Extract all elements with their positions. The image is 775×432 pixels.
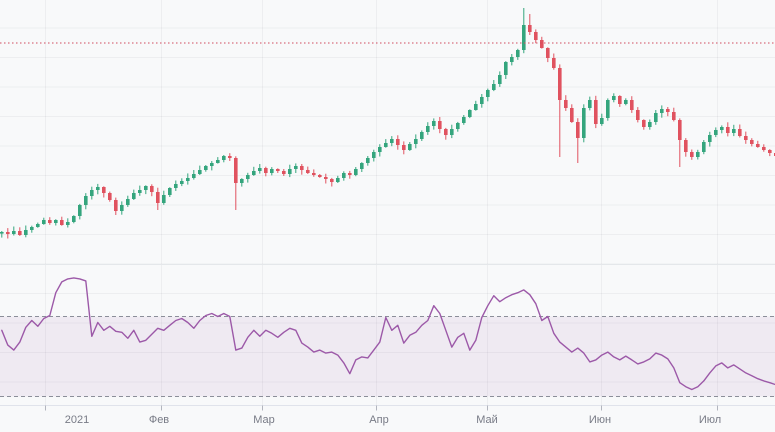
time-axis-label: Июн	[589, 414, 611, 426]
rsi-pane[interactable]	[0, 277, 775, 397]
candlestick-series[interactable]	[0, 8, 775, 239]
time-axis-label: 2021	[65, 414, 89, 426]
time-axis-label: Мар	[253, 414, 275, 426]
time-axis-ticks	[45, 405, 718, 411]
time-axis-label: Фев	[149, 414, 169, 426]
rsi-line[interactable]	[1, 277, 775, 391]
time-axis-label: Апр	[369, 414, 388, 426]
rsi-band-fill	[0, 316, 775, 397]
time-axis-label: Июл	[699, 414, 721, 426]
grid-lines	[0, 0, 775, 405]
time-axis[interactable]: 2021 Фев Мар Апр Май Июн Июл	[0, 405, 775, 427]
time-axis-label: Май	[476, 414, 498, 426]
